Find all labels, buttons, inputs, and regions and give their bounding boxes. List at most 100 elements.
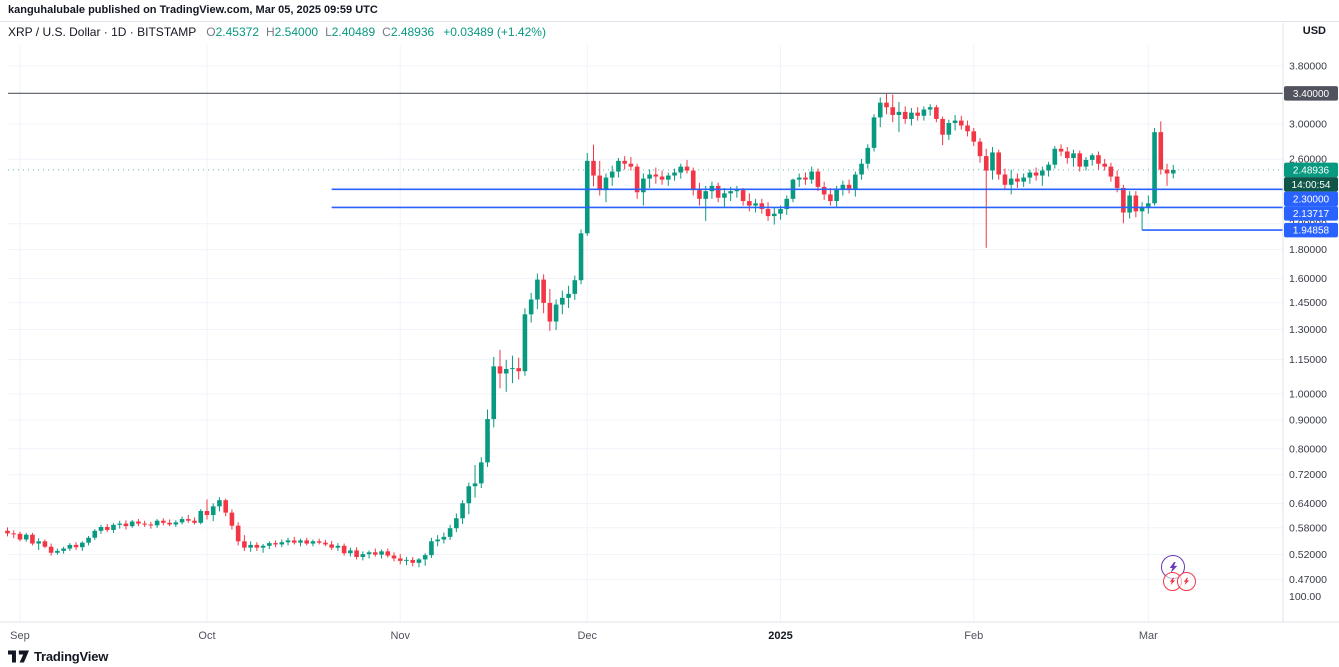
- candle-body: [503, 369, 509, 374]
- candle-body: [379, 551, 384, 555]
- candle-body: [254, 544, 260, 548]
- candle-body: [803, 177, 808, 180]
- open-label: O: [206, 25, 216, 39]
- candle-body: [853, 174, 858, 190]
- candle-body: [778, 209, 783, 214]
- candle-body: [1121, 187, 1126, 213]
- candle-body: [354, 550, 359, 558]
- candle-body: [647, 174, 652, 179]
- candle-body: [990, 152, 995, 171]
- countdown-text: 14:00:54: [1292, 180, 1331, 191]
- open-value: 2.45372: [215, 25, 259, 39]
- candle-body: [478, 462, 484, 484]
- axis-label: 100.00: [1289, 591, 1321, 603]
- candle-body: [934, 107, 939, 119]
- candle-body: [653, 174, 659, 177]
- candle-body: [1027, 172, 1033, 178]
- candle-body: [840, 184, 846, 190]
- price-badge-2.48936: [1284, 162, 1338, 178]
- candle-body: [510, 368, 515, 370]
- candle-body: [391, 555, 397, 559]
- candle-body: [73, 544, 79, 548]
- candle-body: [666, 175, 671, 180]
- tradingview-logo[interactable]: TradingView: [8, 649, 108, 664]
- candle-body: [690, 170, 696, 191]
- candle-body: [316, 541, 322, 543]
- candle-body: [341, 545, 347, 554]
- candle-body: [1102, 163, 1107, 167]
- candle-body: [566, 293, 571, 298]
- candle-body: [173, 522, 179, 525]
- ohlc-open: O2.45372: [206, 25, 259, 39]
- candle-body: [5, 530, 10, 534]
- candle-body: [578, 233, 584, 281]
- candle-body: [522, 314, 528, 372]
- candle-body: [429, 541, 434, 556]
- axis-label: 3.00000: [1289, 119, 1327, 131]
- candle-body: [703, 191, 709, 199]
- candle-body: [161, 520, 166, 523]
- axis-label: Mar: [1139, 630, 1158, 642]
- axis-label: 1.60000: [1289, 273, 1327, 285]
- reaction-glyph-icon: [1183, 577, 1190, 586]
- candle-body: [1071, 153, 1076, 159]
- low-value: 2.40489: [331, 25, 376, 39]
- candle-body: [1139, 206, 1145, 212]
- candle-body: [229, 512, 235, 526]
- currency-button[interactable]: USD: [1302, 25, 1326, 37]
- reaction-sticker-icon[interactable]: [1177, 572, 1196, 591]
- candle-body: [890, 107, 896, 115]
- candle-body: [1146, 203, 1151, 207]
- candle-body: [859, 163, 864, 175]
- candle-body: [48, 546, 54, 553]
- candle-body: [454, 518, 459, 529]
- candle-body: [179, 519, 185, 523]
- ohlc-close: C2.48936: [382, 25, 434, 39]
- candle-body: [472, 483, 478, 487]
- axis-label: 0.64000: [1289, 498, 1327, 510]
- candle-body: [435, 539, 440, 542]
- high-label: H: [266, 25, 275, 39]
- candle-body: [616, 160, 621, 172]
- candle-body: [248, 544, 253, 548]
- candle-body: [609, 171, 615, 178]
- candle-body: [541, 279, 546, 303]
- candle-body: [491, 366, 497, 420]
- candle-body: [1077, 153, 1083, 167]
- candle-body: [828, 194, 833, 202]
- candle-body: [235, 525, 241, 542]
- candle-body: [753, 203, 758, 206]
- candle-body: [965, 125, 970, 132]
- candle-body: [747, 201, 752, 206]
- candle-body: [528, 299, 534, 315]
- axis-label: Oct: [198, 630, 215, 642]
- candle-body: [92, 530, 98, 538]
- candle-body: [622, 160, 627, 164]
- close-value: 2.48936: [390, 25, 435, 39]
- ohlc-low: L2.40489: [325, 25, 375, 39]
- candle-body: [117, 523, 123, 525]
- candle-body: [1170, 169, 1176, 174]
- axis-label: 1.15000: [1289, 354, 1327, 366]
- candle-body: [410, 559, 416, 563]
- price-axis[interactable]: [1283, 45, 1339, 622]
- candle-body: [1083, 159, 1089, 167]
- candle-body: [1152, 132, 1157, 204]
- candle-body: [1021, 177, 1026, 182]
- candle-body: [952, 120, 958, 124]
- candle-body: [983, 156, 989, 171]
- candle-body: [959, 120, 964, 126]
- candle-body: [404, 559, 409, 561]
- candle-body: [304, 540, 310, 544]
- candle-body: [223, 500, 228, 513]
- candle-body: [335, 545, 341, 548]
- candle-body: [204, 511, 210, 516]
- time-axis[interactable]: [0, 622, 1339, 667]
- candle-body: [865, 147, 871, 164]
- candle-body: [815, 171, 821, 187]
- candle-body: [217, 500, 222, 507]
- price-badge-2.13717: [1284, 206, 1338, 221]
- candle-body: [697, 190, 702, 199]
- candle-body: [447, 528, 453, 537]
